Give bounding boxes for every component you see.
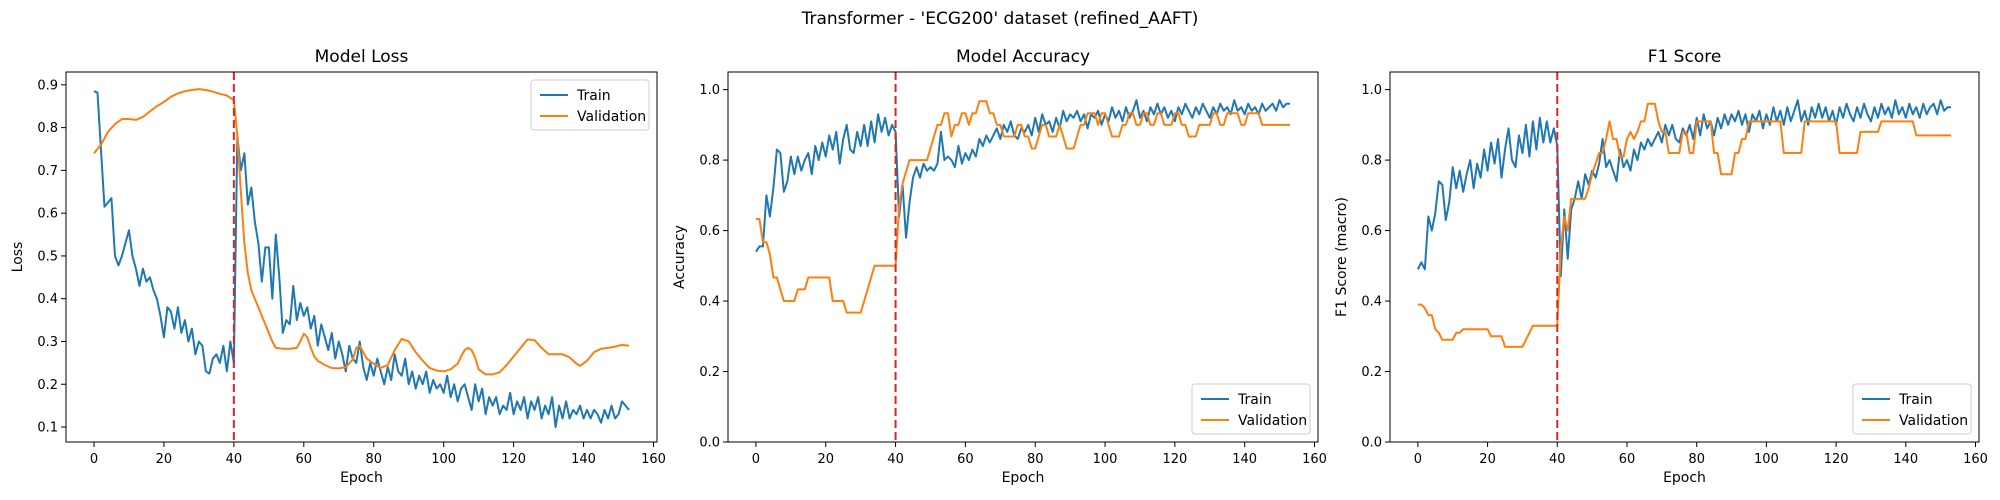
x-tick-label: 40	[226, 452, 243, 467]
x-tick-label: 0	[752, 452, 760, 467]
y-tick-label: 0.6	[699, 224, 720, 239]
axes-frame	[65, 71, 658, 443]
y-tick-label: 1.0	[699, 83, 720, 98]
chart-panels: 0 20 40 60 80 100 120 140 1600.10.20.30.40.50.60…	[10, 47, 1988, 486]
y-axis-label: Accuracy	[672, 225, 688, 289]
x-tick-label: 100	[1754, 452, 1779, 467]
legend-label-validation: Validation	[1238, 413, 1307, 429]
y-tick-label: 0.8	[1361, 154, 1382, 169]
y-tick-label: 0.4	[1361, 295, 1382, 310]
y-tick-label: 0.6	[37, 207, 58, 222]
y-tick-label: 0.8	[699, 154, 720, 169]
axes-frame	[727, 71, 1319, 443]
y-tick-label: 0.2	[37, 378, 58, 393]
x-tick-label: 100	[431, 452, 456, 467]
x-tick-label: 120	[1824, 452, 1849, 467]
y-axis-label: F1 Score (macro)	[1334, 197, 1350, 317]
legend: Train Validation	[530, 79, 650, 131]
y-tick-label: 0.6	[1361, 224, 1382, 239]
y-tick-label: 0.4	[699, 295, 720, 310]
y-tick-label: 0.8	[37, 121, 58, 136]
series-line-train	[93, 90, 630, 429]
y-tick-label: 0.4	[37, 292, 58, 307]
x-tick-label: 20	[817, 452, 834, 467]
axes-frame	[1389, 71, 1980, 443]
legend-label-train: Train	[1898, 392, 1933, 408]
y-tick-label: 0.2	[1361, 365, 1382, 380]
y-tick-label: 0.1	[37, 421, 58, 436]
x-tick-label: 0	[1414, 452, 1422, 467]
x-axis-label: Epoch	[1663, 470, 1706, 486]
legend-box	[1852, 383, 1972, 435]
x-tick-label: 40	[1549, 452, 1566, 467]
x-tick-label: 120	[1162, 452, 1187, 467]
legend-label-validation: Validation	[1899, 413, 1968, 429]
x-tick-label: 60	[1619, 452, 1636, 467]
x-tick-label: 160	[1302, 452, 1327, 467]
chart-panel-3: 0 20 40 60 80 100 120 140 160 0.0 0.2 0.4 0.6 0.8 1.0 F…	[1334, 47, 1988, 486]
x-tick-label: 100	[1093, 452, 1118, 467]
y-tick-label: 0.0	[699, 436, 720, 451]
legend: Train Validation	[1191, 383, 1311, 435]
x-tick-label: 60	[957, 452, 974, 467]
x-tick-label: 20	[156, 452, 173, 467]
x-axis-label: Epoch	[340, 470, 383, 486]
series-line-validation	[1417, 102, 1952, 348]
y-tick-label: 0.7	[37, 164, 58, 179]
x-tick-label: 60	[296, 452, 313, 467]
y-tick-label: 0.2	[699, 365, 720, 380]
x-tick-label: 140	[1232, 452, 1257, 467]
chart-title: F1 Score	[1648, 47, 1722, 67]
y-tick-label: 1.0	[1361, 83, 1382, 98]
y-tick-label: 0.9	[37, 78, 58, 93]
chart-panel-2: 0 20 40 60 80 100 120 140 160 0.0 0.2 0.4 0.6 0.8 1.0 M…	[672, 47, 1327, 486]
x-tick-label: 140	[1893, 452, 1918, 467]
x-tick-label: 0	[90, 452, 98, 467]
legend-label-validation: Validation	[577, 109, 646, 125]
y-tick-label: 0.0	[1361, 436, 1382, 451]
legend-box	[1191, 383, 1311, 435]
series-line-validation	[755, 100, 1291, 314]
x-tick-label: 160	[641, 452, 666, 467]
x-axis-label: Epoch	[1002, 470, 1045, 486]
chart-panel-1: 0 20 40 60 80 100 120 140 160 0.1 0.2 0.3 0.4 0.5 0.6 0…	[10, 47, 666, 486]
x-tick-label: 140	[571, 452, 596, 467]
x-tick-label: 120	[501, 452, 526, 467]
x-tick-label: 80	[365, 452, 382, 467]
y-axis-label: Loss	[10, 242, 26, 273]
series-line-validation	[93, 88, 630, 376]
legend-label-train: Train	[576, 88, 611, 104]
legend-box	[530, 79, 650, 131]
legend: Train Validation	[1852, 383, 1972, 435]
x-tick-label: 80	[1688, 452, 1705, 467]
x-tick-label: 20	[1479, 452, 1496, 467]
x-tick-label: 80	[1027, 452, 1044, 467]
y-tick-label: 0.3	[37, 335, 58, 350]
chart-title: Model Accuracy	[956, 47, 1090, 67]
figure-title: Transformer - 'ECG200' dataset (refined_…	[801, 9, 1199, 29]
legend-label-train: Train	[1237, 392, 1272, 408]
x-tick-label: 160	[1963, 452, 1988, 467]
x-tick-label: 40	[887, 452, 904, 467]
chart-title: Model Loss	[315, 47, 409, 67]
y-tick-label: 0.5	[37, 249, 58, 264]
